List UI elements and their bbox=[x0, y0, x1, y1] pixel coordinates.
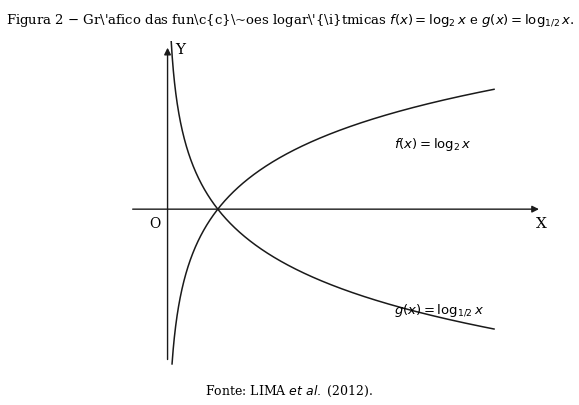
Text: Figura 2 $-$ Gr\'afico das fun\c{c}\~oes logar\'{\i}tmicas $f(x) = \log_2 x$ e $: Figura 2 $-$ Gr\'afico das fun\c{c}\~oes… bbox=[6, 12, 574, 29]
Text: Y: Y bbox=[175, 43, 185, 57]
Text: $f(x) = \log_2 x$: $f(x) = \log_2 x$ bbox=[394, 136, 471, 153]
Text: X: X bbox=[536, 217, 547, 231]
Text: O: O bbox=[149, 217, 160, 231]
Text: Fonte: LIMA $et$ $al.$ (2012).: Fonte: LIMA $et$ $al.$ (2012). bbox=[206, 384, 373, 399]
Text: $g(x) = \log_{1/2} x$: $g(x) = \log_{1/2} x$ bbox=[394, 303, 484, 320]
